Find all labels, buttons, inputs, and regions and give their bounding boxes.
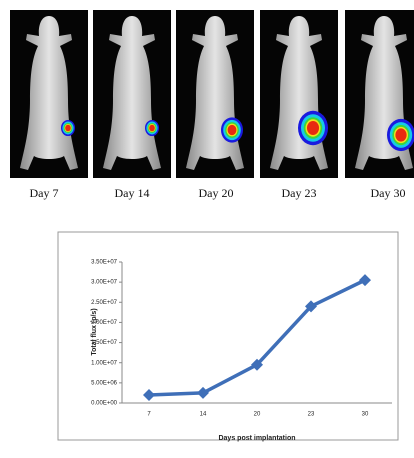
signal — [145, 120, 159, 136]
mouse-image — [10, 10, 88, 178]
y-tick-label: 2.00E+07 — [91, 320, 118, 326]
day-label: Day 23 — [282, 186, 317, 200]
mouse-image — [176, 10, 254, 178]
y-tick-label: 5.00E+06 — [91, 380, 118, 386]
page: {"images": {"labels": ["Day 7", "Day 14"… — [0, 0, 414, 458]
y-tick-label: 0.00E+00 — [91, 401, 118, 407]
mouse-image — [93, 10, 171, 178]
day-label: Day 7 — [30, 186, 59, 200]
y-tick-label: 1.50E+07 — [91, 340, 118, 346]
day-label: Day 30 — [371, 186, 406, 200]
x-tick-label: 30 — [362, 412, 369, 418]
x-tick-label: 14 — [200, 412, 207, 418]
y-tick-label: 2.50E+07 — [91, 300, 118, 306]
x-axis-title: Days post implantation — [218, 435, 295, 442]
x-tick-label: 20 — [254, 412, 261, 418]
y-tick-label: 1.00E+07 — [91, 360, 118, 366]
mouse-image — [345, 10, 414, 178]
signal — [298, 111, 328, 146]
y-axis-title: Total flux (p/s) — [91, 308, 98, 355]
signal — [61, 120, 75, 136]
figure: Day 7 Day 14 Day 20 Day 23 Day 30 Total … — [0, 0, 414, 458]
day-label: Day 20 — [199, 186, 234, 200]
mouse-image — [260, 10, 338, 178]
signal — [387, 119, 414, 151]
y-tick-label: 3.00E+07 — [91, 280, 118, 286]
day-label: Day 14 — [115, 186, 150, 200]
x-tick-label: 23 — [308, 412, 315, 418]
signal — [221, 117, 243, 142]
y-tick-label: 3.50E+07 — [91, 260, 118, 266]
mouse-images — [10, 10, 414, 178]
